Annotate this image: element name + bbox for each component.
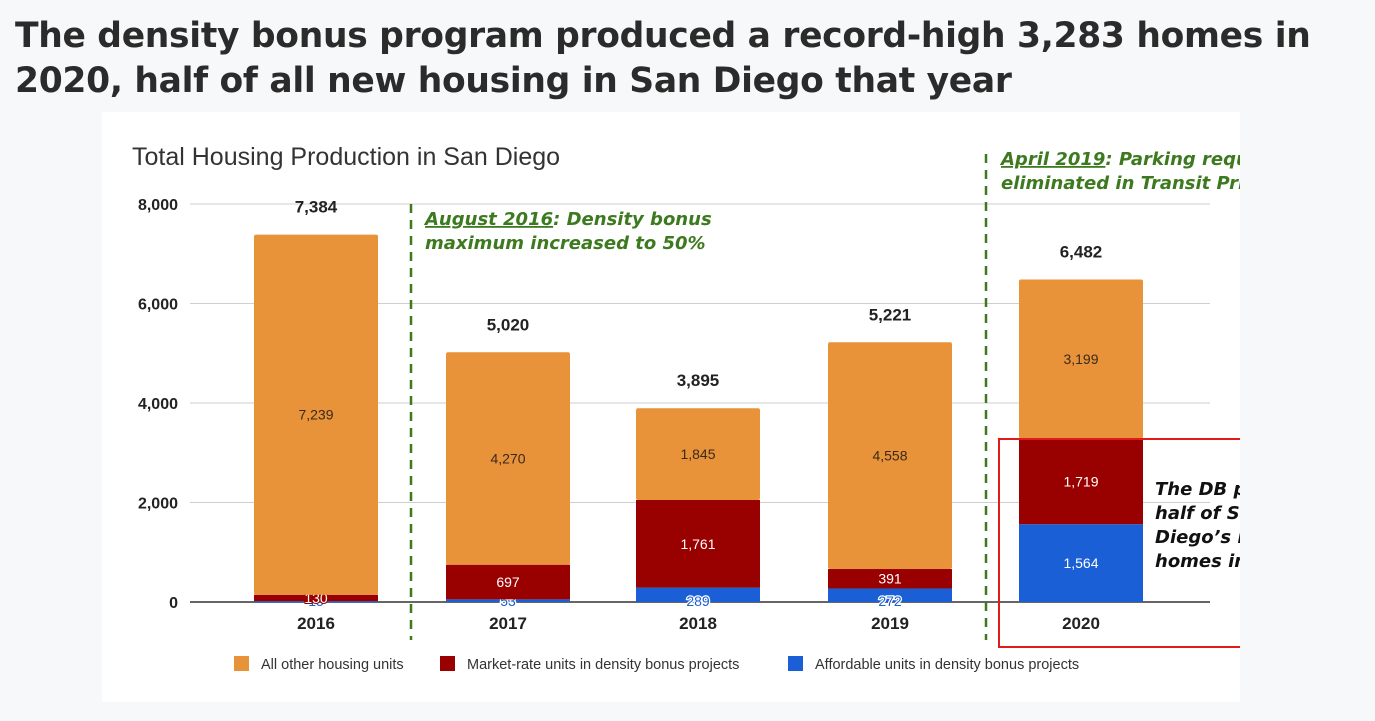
callout-text: The DB produced xyxy=(1155,479,1240,500)
x-tick-label: 2019 xyxy=(871,614,909,633)
bar-segment-other xyxy=(636,408,760,501)
legend-swatch-other xyxy=(234,656,249,671)
legend-label-market: Market-rate units in density bonus proje… xyxy=(467,657,739,673)
x-tick-label: 2016 xyxy=(297,614,335,633)
callout-text: half of San xyxy=(1155,503,1240,524)
annotation-text-line2: maximum increased to 50% xyxy=(425,233,706,254)
bar-segment-market xyxy=(828,569,952,589)
headline: The density bonus program produced a rec… xyxy=(15,16,1311,101)
annotation-text-line2: eliminated in Transit Priority Zones xyxy=(1001,173,1240,194)
data-label-market: 1,719 xyxy=(1063,473,1098,489)
annotation-date: August 2016 xyxy=(423,209,553,230)
data-label-affordable: 289 xyxy=(686,593,710,609)
data-label-other: 3,199 xyxy=(1063,351,1098,367)
annotation-text-rest: : Parking requirements xyxy=(1105,149,1240,170)
data-label-other: 4,270 xyxy=(490,450,525,466)
bar-segment-affordable xyxy=(1019,524,1143,602)
data-label-market: 1,761 xyxy=(680,536,715,552)
bar-segment-market xyxy=(446,564,570,600)
data-label-market: 697 xyxy=(496,574,520,590)
total-label: 3,895 xyxy=(677,371,720,390)
total-label: 6,482 xyxy=(1060,243,1103,262)
data-label-affordable: 1,564 xyxy=(1063,555,1098,571)
total-label: 5,221 xyxy=(869,305,912,324)
chart-title: Total Housing Production in San Diego xyxy=(132,143,560,171)
data-label-other: 4,558 xyxy=(872,448,907,464)
legend-swatch-affordable xyxy=(788,656,803,671)
x-tick-label: 2017 xyxy=(489,614,527,633)
y-tick-label: 0 xyxy=(169,595,178,612)
bar-segment-other xyxy=(1019,279,1143,439)
y-tick-label: 4,000 xyxy=(138,396,178,413)
bar-segment-affordable xyxy=(254,601,378,603)
annotation-text: April 2019: Parking requirements xyxy=(999,149,1240,170)
x-tick-label: 2020 xyxy=(1062,614,1100,633)
callout-text: Diego’s new xyxy=(1155,527,1240,548)
bar-segment-other xyxy=(254,234,378,595)
callout-box xyxy=(998,438,1240,648)
callout-text: homes in 2020 xyxy=(1155,551,1240,572)
bar-segment-market xyxy=(1019,438,1143,525)
x-tick-label: 2018 xyxy=(679,614,717,633)
chart-panel: Total Housing Production in San Diego 0 2… xyxy=(102,112,1240,702)
data-label-other: 7,239 xyxy=(298,407,333,423)
bar-segment-market xyxy=(254,594,378,602)
annotation-text: August 2016: Density bonus xyxy=(423,209,712,230)
bars: 151307,2397,3842016536974,2705,020201728… xyxy=(254,198,1143,633)
total-label: 5,020 xyxy=(487,315,530,334)
legend-label-affordable: Affordable units in density bonus projec… xyxy=(815,657,1079,673)
data-label-affordable: 272 xyxy=(878,593,902,609)
annotation-text-rest: : Density bonus xyxy=(553,209,712,230)
data-label-other: 1,845 xyxy=(680,446,715,462)
legend-swatch-market xyxy=(440,656,455,671)
bar-segment-affordable xyxy=(828,588,952,602)
y-tick-label: 6,000 xyxy=(138,297,178,314)
bar-segment-other xyxy=(828,342,952,570)
callout: The DB produced half of San Diego’s new hom… xyxy=(998,438,1240,648)
y-axis: 0 2,000 4,000 6,000 8,000 xyxy=(138,197,178,612)
stacked-bar-chart: Total Housing Production in San Diego 0 2… xyxy=(132,143,1240,673)
total-label: 7,384 xyxy=(295,198,338,217)
data-label-market: 391 xyxy=(878,571,902,587)
y-tick-label: 2,000 xyxy=(138,496,178,513)
annotation-date: April 2019 xyxy=(999,149,1105,170)
bar-segment-affordable xyxy=(446,599,570,602)
legend: All other housing units Market-rate units… xyxy=(234,656,1079,673)
bar-segment-affordable xyxy=(636,587,760,602)
annotations: August 2016: Density bonus maximum increa… xyxy=(409,149,1240,640)
bar-segment-market xyxy=(636,500,760,588)
y-tick-label: 8,000 xyxy=(138,197,178,214)
legend-label-other: All other housing units xyxy=(261,657,404,673)
bar-segment-other xyxy=(446,352,570,565)
